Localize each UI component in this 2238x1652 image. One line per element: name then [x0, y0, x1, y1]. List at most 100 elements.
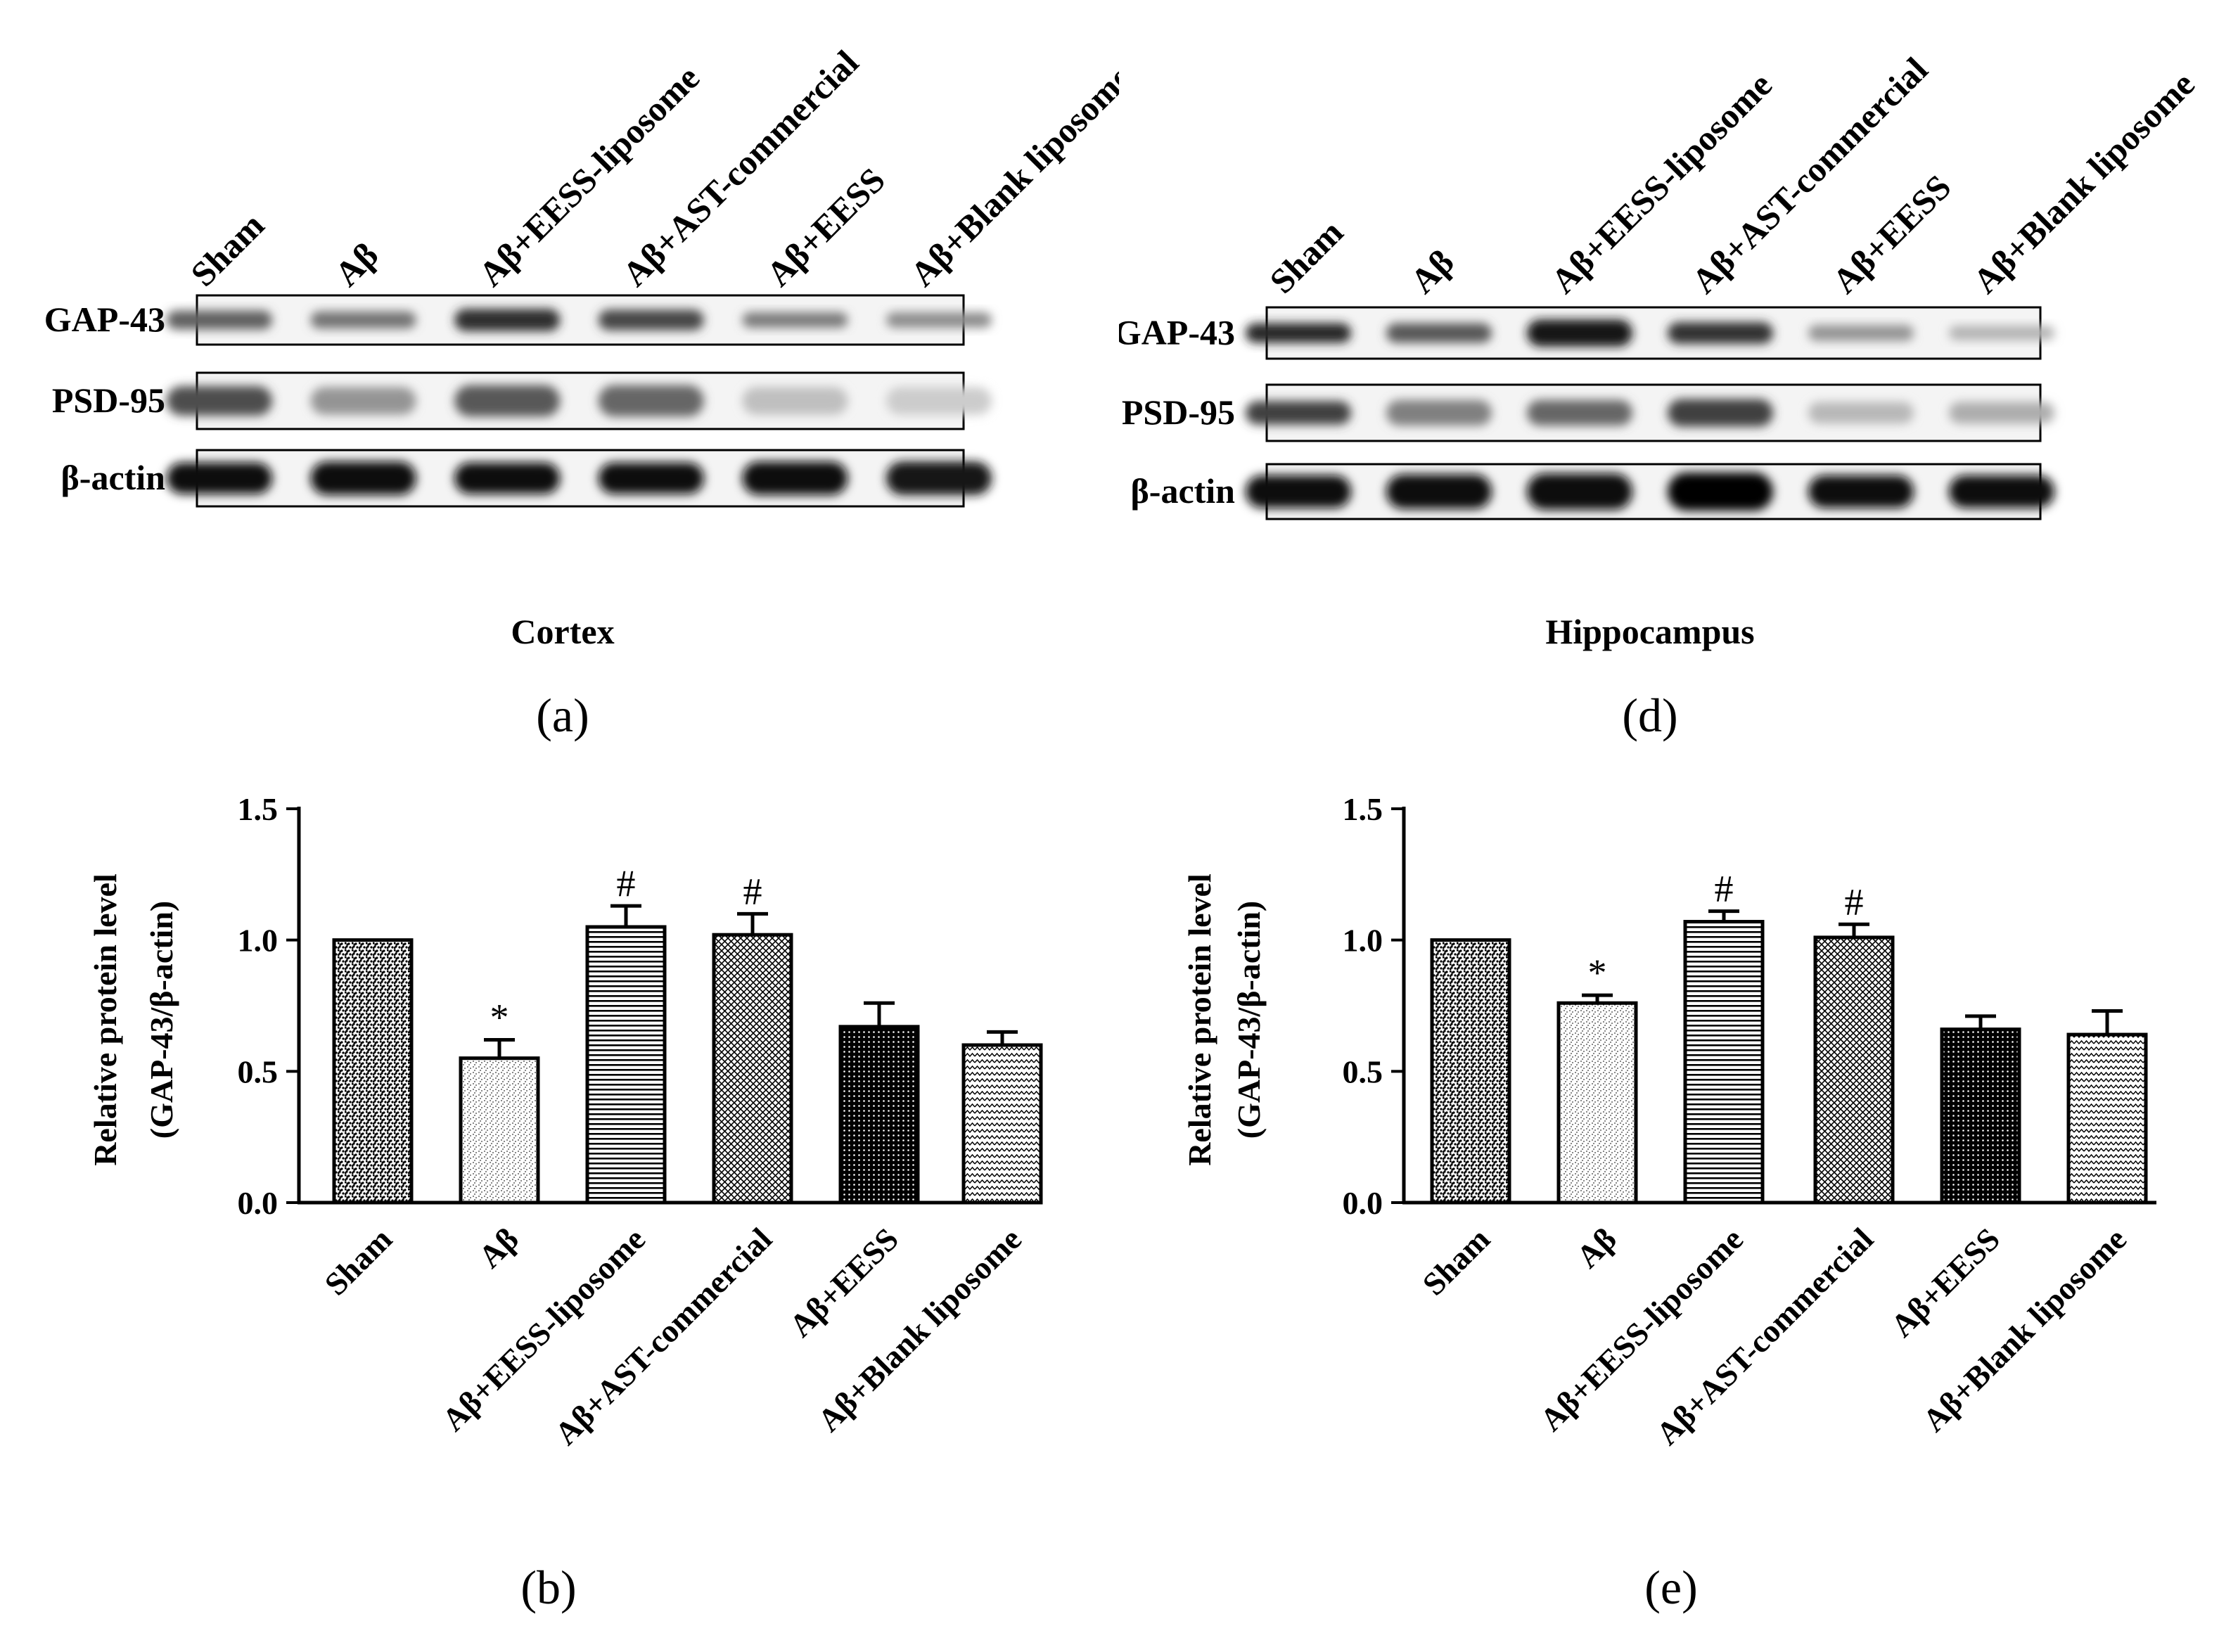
blot-lane-label: Sham [183, 205, 271, 294]
blot-row-label: β-actin [60, 458, 165, 497]
blot-row-label: GAP-43 [1119, 313, 1235, 352]
blot-lane-label: Aβ [1402, 242, 1462, 301]
blot-lane-label: Aβ+AST-commercial [1684, 49, 1935, 300]
x-tick-label: Aβ [471, 1221, 525, 1275]
blot-band [1668, 472, 1773, 511]
significance-marker: * [490, 997, 509, 1039]
blot-band [1668, 322, 1773, 344]
bar [1813, 935, 1895, 1205]
blot-band [1527, 473, 1632, 510]
panel-letter: (e) [1644, 1561, 1697, 1614]
blot-strip [1265, 463, 2042, 520]
blot-band [310, 461, 416, 495]
bar [2066, 1032, 2148, 1205]
bar [1556, 1001, 1638, 1205]
blot-band [886, 312, 992, 328]
blot-lane-label: Sham [1262, 212, 1350, 301]
bar [332, 938, 414, 1205]
blot-band [598, 309, 704, 331]
x-tick-label: Sham [1415, 1221, 1497, 1302]
bar [459, 1056, 540, 1205]
y-axis-label: (GAP-43/β-actin) [1231, 901, 1267, 1139]
blot-band [598, 385, 704, 417]
blot-panel-hippocampus: Sham Aβ Aβ+EESS-liposome Aβ+AST-commercial A… [1114, 0, 2238, 774]
blot-band [886, 387, 992, 415]
bar [961, 1043, 1043, 1205]
y-tick-label: 0.5 [238, 1054, 279, 1089]
y-tick-label: 0.5 [1343, 1054, 1383, 1089]
blot-region-label: Hippocampus [1545, 612, 1754, 651]
blot-band [742, 312, 848, 328]
bar-chart-e: 0.0 0.5 1.0 1.5 Relative protein level (GAP-4… [1182, 791, 2156, 1614]
blot-band [1808, 475, 1914, 508]
x-tick-label: Aβ+AST-commercial [1649, 1221, 1880, 1452]
blot-row-label: PSD-95 [1122, 392, 1235, 432]
x-tick-label: Aβ+AST-commercial [548, 1221, 779, 1452]
y-tick-label: 0.0 [1343, 1185, 1383, 1221]
x-tick-label: Aβ+EESS [1884, 1221, 2007, 1344]
panel-letter: (b) [520, 1561, 576, 1614]
y-axis-label: Relative protein level [1182, 873, 1217, 1166]
blot-band [1386, 399, 1492, 426]
blot-lane-label: Aβ+Blank liposome [902, 57, 1119, 294]
bar-chart-panel-b: 0.0 0.5 1.0 1.5 Relative protein level (GAP-4… [0, 774, 1119, 1648]
blot-band [1246, 323, 1351, 343]
x-tick-label: Aβ [1569, 1221, 1623, 1275]
significance-marker: # [743, 870, 762, 912]
blot-lane-label: Aβ+EESS [759, 160, 893, 293]
blot-band [1668, 399, 1773, 427]
blot-band [1386, 323, 1492, 343]
y-tick-label: 1.5 [238, 791, 279, 827]
bar-chart-panel-e: 0.0 0.5 1.0 1.5 Relative protein level (GAP-4… [1119, 774, 2238, 1648]
blot-strip [1265, 383, 2042, 442]
significance-marker: # [1715, 868, 1734, 910]
blot-band [1949, 326, 2054, 340]
blot-band [1949, 475, 2054, 508]
blot-band [167, 462, 272, 494]
blot-lane-label: Aβ+Blank liposome [1965, 64, 2202, 301]
y-axis-label: (GAP-43/β-actin) [143, 901, 179, 1139]
blot-lane-label: Aβ+AST-commercial [615, 42, 866, 293]
blot-band [167, 386, 272, 416]
significance-marker: # [617, 862, 636, 904]
blot-band [1949, 402, 2054, 424]
blot-band [886, 461, 992, 495]
y-tick-label: 0.0 [238, 1185, 279, 1221]
bar [838, 1025, 920, 1205]
x-tick-label: Sham [317, 1221, 399, 1302]
significance-marker: # [1845, 881, 1864, 923]
blot-strip [1265, 306, 2042, 360]
bar [1430, 938, 1511, 1205]
blot-band [167, 310, 272, 330]
blot-lane-label: Aβ [327, 235, 386, 294]
bar-chart-b: 0.0 0.5 1.0 1.5 Relative protein level (GAP-4… [87, 791, 1043, 1614]
bar [585, 925, 667, 1205]
significance-marker: * [1588, 952, 1607, 994]
y-tick-label: 1.5 [1343, 791, 1383, 827]
panel-letter: (a) [536, 689, 589, 742]
blot-band [1527, 399, 1632, 426]
blot-panel-cortex: Sham Aβ Aβ+EESS-liposome Aβ+AST-commercial A… [0, 0, 1139, 774]
blot-band [1527, 319, 1632, 347]
blot-band [1246, 401, 1351, 425]
blot-band [598, 462, 704, 494]
blot-band [310, 311, 416, 329]
x-tick-label: Aβ+Blank liposome [811, 1221, 1028, 1438]
blot-band [454, 309, 561, 331]
blot-row-label: GAP-43 [44, 300, 165, 339]
y-tick-label: 1.0 [1343, 923, 1383, 959]
panel-letter: (d) [1622, 689, 1677, 742]
blot-region-label: Cortex [511, 612, 614, 651]
blot-band [310, 387, 416, 415]
blot-band [454, 385, 561, 417]
bar [712, 933, 793, 1205]
y-axis-label: Relative protein level [87, 873, 123, 1166]
blot-band [1386, 474, 1492, 509]
blot-band [1246, 475, 1351, 508]
blot-svg-hippocampus: Sham Aβ Aβ+EESS-liposomeAβ+AST-commercialA… [1114, 49, 2202, 742]
y-tick-label: 1.0 [238, 923, 279, 959]
blot-row-label: β-actin [1130, 471, 1235, 511]
x-tick-label: Aβ+EESS [782, 1221, 905, 1344]
blot-band [742, 387, 848, 415]
blot-band [742, 461, 848, 495]
